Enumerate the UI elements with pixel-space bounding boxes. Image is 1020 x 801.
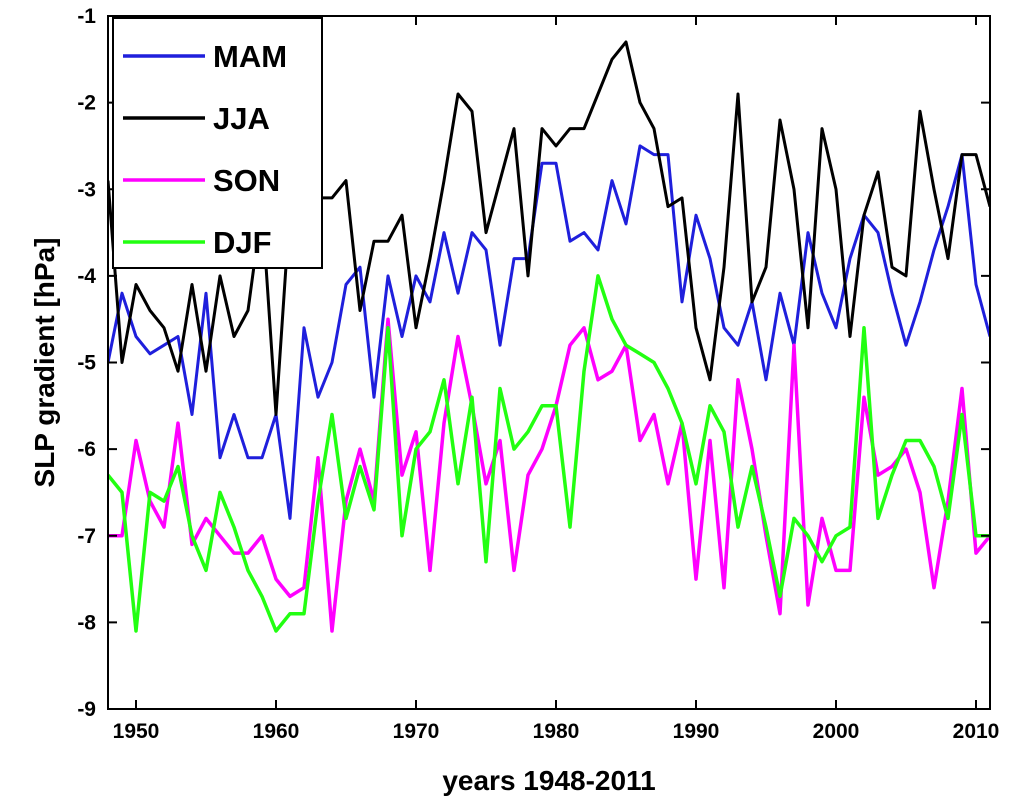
y-tick-label: -6 — [77, 438, 96, 461]
x-tick-label: 2010 — [953, 720, 1000, 743]
y-axis-title: SLP gradient [hPa] — [29, 238, 60, 488]
legend-box — [112, 17, 323, 269]
series-line-son — [108, 317, 990, 633]
legend-label-jja: JJA — [213, 101, 270, 136]
x-tick-label: 1960 — [253, 720, 300, 743]
x-tick-label: 1980 — [533, 720, 580, 743]
x-axis-title: years 1948-2011 — [442, 765, 655, 796]
y-tick-label: -8 — [77, 611, 96, 634]
ticks-layer: 1950 1960 1970 1980 1990 2000 2010 -9 -8 -7 -6 -5 -4… — [77, 5, 999, 743]
y-tick-label: -7 — [77, 525, 96, 548]
y-tick-label: -2 — [77, 92, 96, 115]
x-tick-label: 1970 — [393, 720, 440, 743]
legend-label-mam: MAM — [213, 39, 287, 74]
x-tick-label: 1990 — [673, 720, 720, 743]
legend-label-son: SON — [213, 163, 280, 198]
y-tick-label: -9 — [77, 698, 96, 721]
y-tick-label: -1 — [77, 5, 96, 28]
legend-label-djf: DJF — [213, 225, 272, 260]
series-line-mam — [108, 144, 990, 520]
legend: MAM JJA SON DJF — [112, 17, 323, 269]
x-tick-label: 2000 — [813, 720, 860, 743]
x-tick-label: 1950 — [113, 720, 160, 743]
y-tick-label: -3 — [77, 178, 96, 201]
y-tick-label: -5 — [77, 352, 96, 375]
series-line-djf — [108, 274, 990, 633]
y-tick-label: -4 — [77, 265, 96, 288]
